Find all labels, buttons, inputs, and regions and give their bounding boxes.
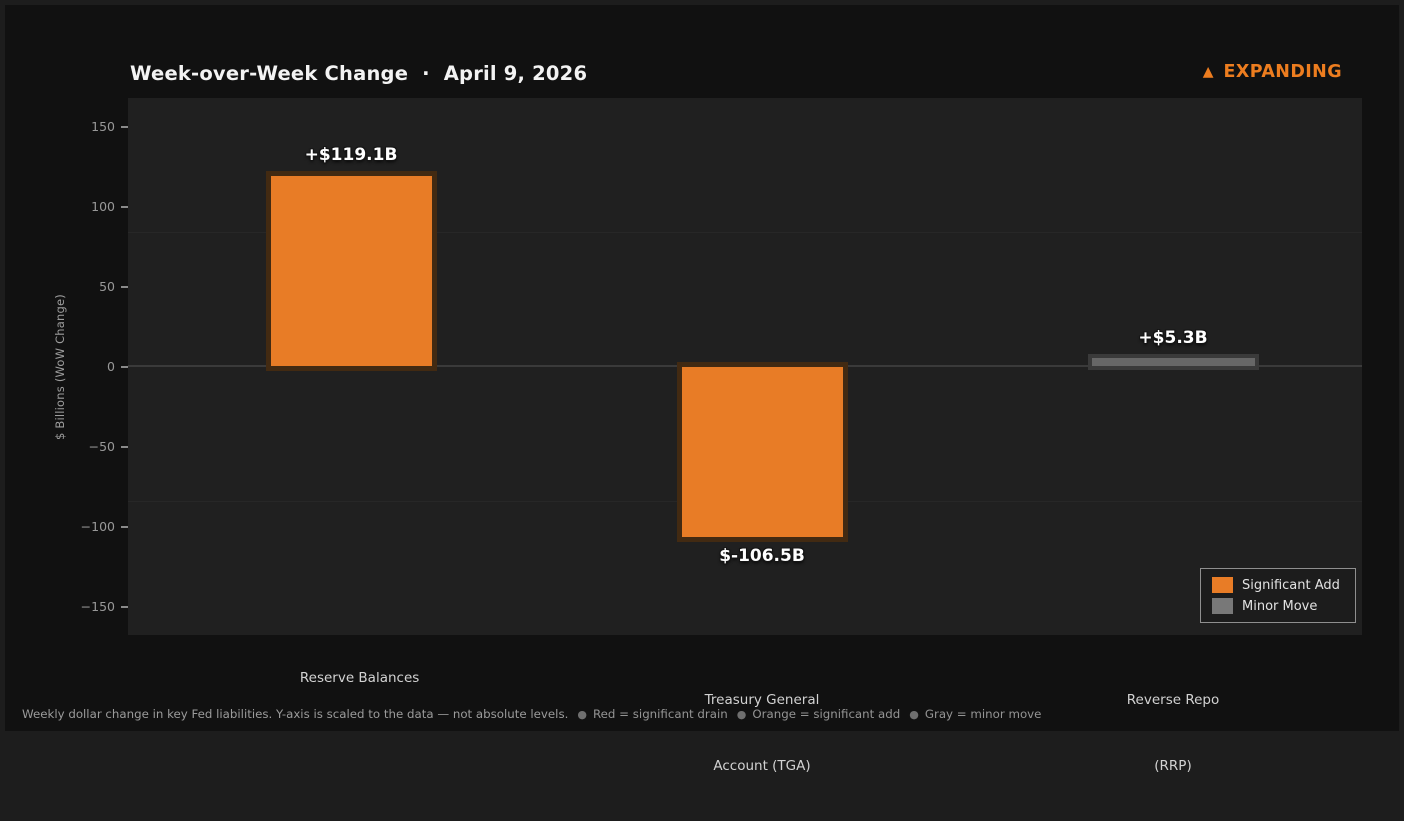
tick-mark — [121, 446, 128, 448]
y-tick-50: 50 — [32, 277, 128, 297]
x-label-reverse-repo: Reverse Repo (RRP) — [1126, 692, 1220, 774]
legend-swatch-gray — [1212, 598, 1233, 614]
caption-gray-key: ● Gray = minor move — [909, 707, 1042, 721]
tick-mark — [121, 206, 128, 208]
bar-value-label-reserve-balances: +$119.1B — [304, 145, 398, 166]
up-triangle-icon: ▲ — [1202, 64, 1214, 80]
legend-swatch-orange — [1212, 577, 1233, 593]
legend: Significant Add Minor Move — [1200, 568, 1356, 623]
tick-mark — [121, 366, 128, 368]
x-label-treasury-general-account: Treasury General Account (TGA) — [704, 692, 820, 774]
footnote-caption: Weekly dollar change in key Fed liabilit… — [22, 707, 1041, 721]
legend-row-significant-add: Significant Add — [1212, 577, 1344, 593]
title-separator: · — [422, 62, 430, 85]
caption-orange-key: ● Orange = significant add — [736, 707, 901, 721]
y-tick-0: 0 — [32, 357, 128, 377]
y-tick-100: 100 — [32, 197, 128, 217]
plot-area: +$119.1B $-106.5B +$5.3B — [128, 98, 1362, 635]
tick-mark — [121, 526, 128, 528]
y-tick-neg100: −100 — [32, 517, 128, 537]
y-tick-150: 150 — [32, 117, 128, 137]
legend-row-minor-move: Minor Move — [1212, 598, 1344, 614]
chart-title-date: April 9, 2026 — [443, 62, 588, 85]
liquidity-status-badge: ▲ EXPANDING — [1203, 62, 1342, 82]
bar-value-label-rrp: +$5.3B — [1138, 328, 1208, 349]
chart-title: Week-over-Week Change · April 9, 2026 — [130, 62, 587, 85]
bar-value-label-tga: $-106.5B — [719, 545, 805, 566]
bar-reserve-balances — [265, 171, 437, 372]
bullet-dot-icon: ● — [577, 707, 587, 721]
bullet-dot-icon: ● — [909, 707, 919, 721]
bar-treasury-general-account — [676, 361, 848, 542]
tick-mark — [121, 606, 128, 608]
caption-red-key: ● Red = significant drain — [577, 707, 728, 721]
bar-reverse-repo — [1087, 354, 1259, 371]
y-tick-neg50: −50 — [32, 437, 128, 457]
bullet-dot-icon: ● — [736, 707, 747, 721]
page-background: Week-over-Week Change · April 9, 2026 ▲ EX… — [5, 5, 1399, 774]
x-label-reserve-balances: Reserve Balances — [299, 670, 420, 686]
chart-title-text: Week-over-Week Change — [130, 62, 409, 85]
caption-lead: Weekly dollar change in key Fed liabilit… — [22, 707, 569, 721]
status-label: EXPANDING — [1223, 62, 1342, 82]
y-tick-neg150: −150 — [32, 597, 128, 617]
tick-mark — [121, 126, 128, 128]
tick-mark — [121, 286, 128, 288]
